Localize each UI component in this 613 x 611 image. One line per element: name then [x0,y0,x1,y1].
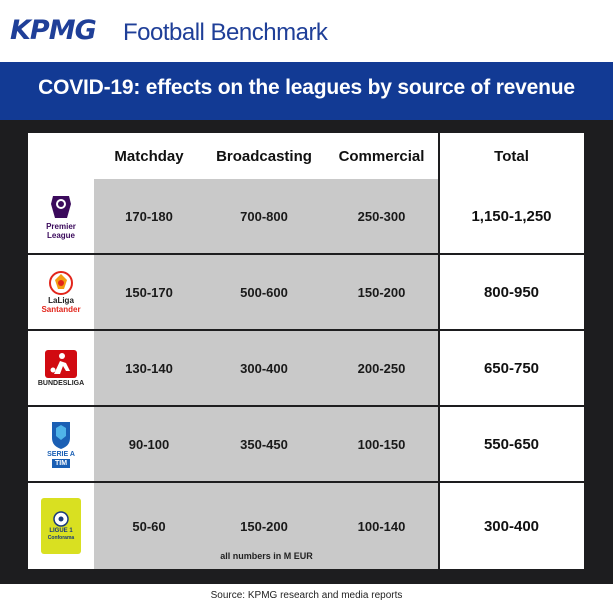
total-value: 650-750 [439,331,584,405]
commercial-value: 150-200 [324,255,439,329]
column-header-commercial: Commercial [324,133,439,179]
table-row: SERIE A TIM 90-100 350-450 100-150 550-6… [28,407,584,481]
row-divider [28,253,584,255]
total-value: 800-950 [439,255,584,329]
row-divider [28,405,584,407]
broadcasting-value: 350-450 [204,407,324,481]
table-row: BUNDESLIGA 130-140 300-400 200-250 650-7… [28,331,584,405]
ligue-1-ball-icon [53,510,69,527]
commercial-value: 200-250 [324,331,439,405]
serie-a-shield-icon [52,422,70,449]
laliga-label-1: LaLiga [48,296,74,305]
table-row: LaLiga Santander 150-170 500-600 150-200… [28,255,584,329]
premier-league-logo: Premier League [28,179,94,253]
serie-a-label: SERIE A [47,451,75,458]
bundesliga-logo: BUNDESLIGA [28,331,94,405]
laliga-label-2: Santander [41,305,81,314]
kpmg-logo: KPMG [10,15,97,46]
matchday-value: 90-100 [94,407,204,481]
broadcasting-value: 700-800 [204,179,324,253]
matchday-value: 170-180 [94,179,204,253]
total-value: 1,150-1,250 [439,179,584,253]
laliga-ball-icon [49,271,73,295]
total-value: 300-400 [439,483,584,569]
matchday-value: 50-60 [94,483,204,569]
broadcasting-value: 500-600 [204,255,324,329]
laliga-logo: LaLiga Santander [28,255,94,329]
lion-icon [50,196,71,218]
row-divider [28,329,584,331]
broadcasting-value: 150-200 [204,483,324,569]
ligue-1-logo: LIGUE 1 Conforama [28,483,94,569]
commercial-value: 250-300 [324,179,439,253]
table-row: LIGUE 1 Conforama 50-60 150-200 100-140 … [28,483,584,569]
header: KPMG Football Benchmark [0,0,613,62]
premier-league-label-2: League [46,231,75,240]
commercial-value: 100-140 [324,483,439,569]
column-header-total: Total [439,133,584,179]
bundesliga-label: BUNDESLIGA [37,379,85,387]
broadcasting-value: 300-400 [204,331,324,405]
title-banner: COVID-19: effects on the leagues by sour… [0,62,613,122]
conforama-label: Conforama [47,534,75,541]
revenue-table: Matchday Broadcasting Commercial Total P… [28,133,584,569]
header-corner [28,133,94,179]
source-note: Source: KPMG research and media reports [210,590,403,601]
matchday-value: 150-170 [94,255,204,329]
bundesliga-player-icon [45,349,77,378]
premier-league-label-1: Premier [46,222,76,231]
units-note: all numbers in M EUR [220,551,313,561]
product-name: Football Benchmark [123,19,328,46]
matchday-value: 130-140 [94,331,204,405]
table-row: Premier League 170-180 700-800 250-300 1… [28,179,584,253]
commercial-value: 100-150 [324,407,439,481]
ligue-1-label: LIGUE 1 [49,527,73,534]
row-divider [28,481,584,483]
tim-label: TIM [51,459,71,468]
column-header-matchday: Matchday [94,133,204,179]
page-title: COVID-19: effects on the leagues by sour… [38,76,575,99]
total-value: 550-650 [439,407,584,481]
total-column-divider [438,133,440,569]
serie-a-logo: SERIE A TIM [28,407,94,481]
column-header-broadcasting: Broadcasting [204,133,324,179]
